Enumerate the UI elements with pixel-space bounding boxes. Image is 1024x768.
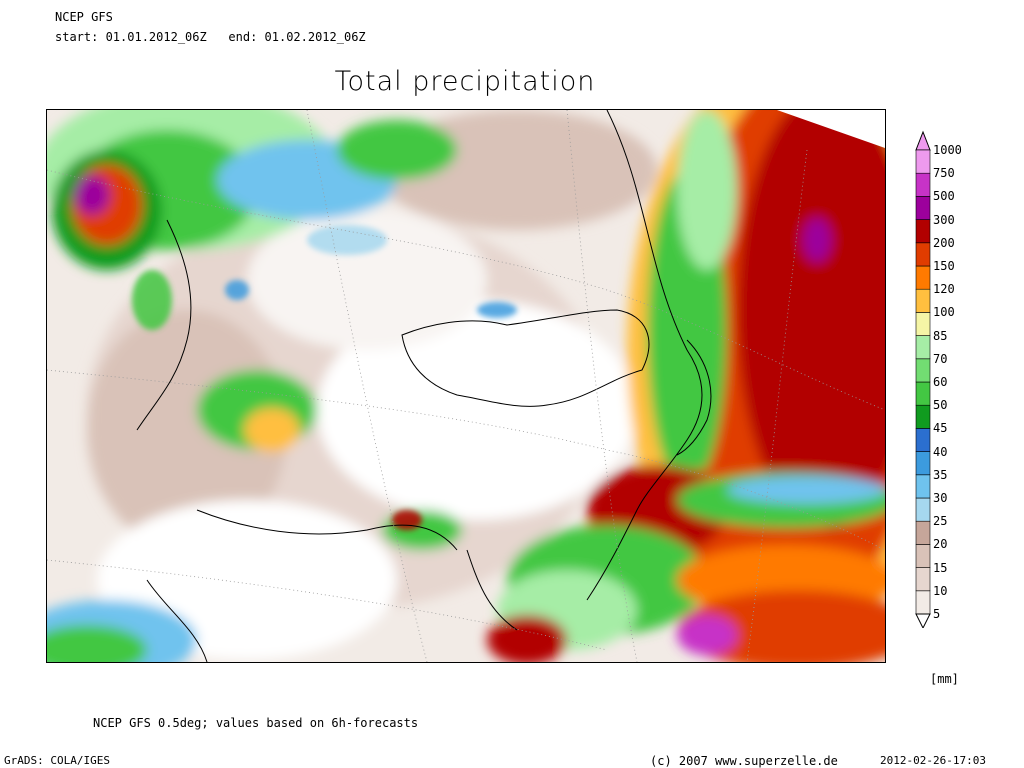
legend-swatch (915, 149, 931, 174)
legend-tick-label: 500 (933, 189, 955, 204)
legend-swatch (915, 544, 931, 568)
map-title: Total precipitation (334, 66, 596, 97)
legend-swatch (915, 567, 931, 592)
legend-swatch (915, 219, 931, 244)
legend-tick-label: 85 (933, 328, 948, 343)
copyright: (c) 2007 www.superzelle.de (650, 754, 838, 768)
legend-tick-label: 60 (933, 375, 948, 389)
legend-swatch (915, 312, 931, 336)
legend-swatch (915, 242, 931, 267)
legend-tick-label: 5 (933, 607, 941, 621)
legend-unit: [mm] (930, 672, 959, 686)
footer-note: NCEP GFS 0.5deg; values based on 6h-fore… (93, 716, 419, 730)
legend-tick-label: 150 (933, 259, 955, 273)
legend-tick-label: 25 (933, 514, 948, 529)
legend-tick-label: 45 (933, 421, 948, 436)
grads-credit: GrADS: COLA/IGES (4, 754, 110, 767)
precip-field (47, 110, 885, 662)
legend-swatch (915, 381, 931, 406)
period-label: start: 01.01.2012_06Z end: 01.02.2012_06… (55, 30, 366, 44)
legend-tick-label: 70 (933, 351, 948, 366)
legend-tick-label: 40 (933, 444, 948, 459)
legend-tick-label: 300 (933, 212, 955, 227)
legend-swatch (915, 428, 931, 452)
legend-swatch (915, 196, 931, 220)
legend-swatch (915, 172, 931, 197)
color-legend: 5 10 15 20 25 30 35 40 45 50 60 70 85 100 120 150 200 300… (913, 128, 1013, 628)
legend-tick-label: 100 (933, 305, 955, 320)
legend-arrow-bottom (915, 613, 931, 628)
legend-tick-label: 1000 (933, 143, 962, 157)
legend-tick-label: 20 (933, 537, 948, 552)
legend-swatch (915, 265, 931, 290)
legend-tick-label: 10 (933, 583, 948, 598)
legend-swatch (915, 474, 931, 499)
legend-swatch (915, 497, 931, 522)
legend-tick-label: 30 (933, 491, 948, 505)
legend-tick-label: 15 (933, 560, 948, 575)
precipitation-map (46, 109, 886, 663)
legend-arrow-top (915, 130, 931, 151)
legend-tick-label: 750 (933, 166, 955, 181)
legend-swatch (915, 358, 931, 383)
legend-tick-label: 120 (933, 282, 955, 297)
legend-swatch (915, 590, 931, 615)
legend-swatch (915, 520, 931, 545)
graticule (47, 110, 885, 662)
map-outlines (136, 110, 712, 662)
legend-swatch (915, 335, 931, 360)
model-label: NCEP GFS (55, 10, 113, 24)
legend-tick-label: 200 (933, 235, 955, 250)
legend-swatch (915, 404, 931, 429)
legend-colorbar (915, 130, 931, 628)
legend-swatch (915, 288, 931, 313)
legend-swatch (915, 451, 931, 476)
legend-tick-label: 35 (933, 467, 948, 482)
timestamp: 2012-02-26-17:03 (880, 754, 986, 767)
legend-tick-label: 50 (933, 398, 948, 413)
